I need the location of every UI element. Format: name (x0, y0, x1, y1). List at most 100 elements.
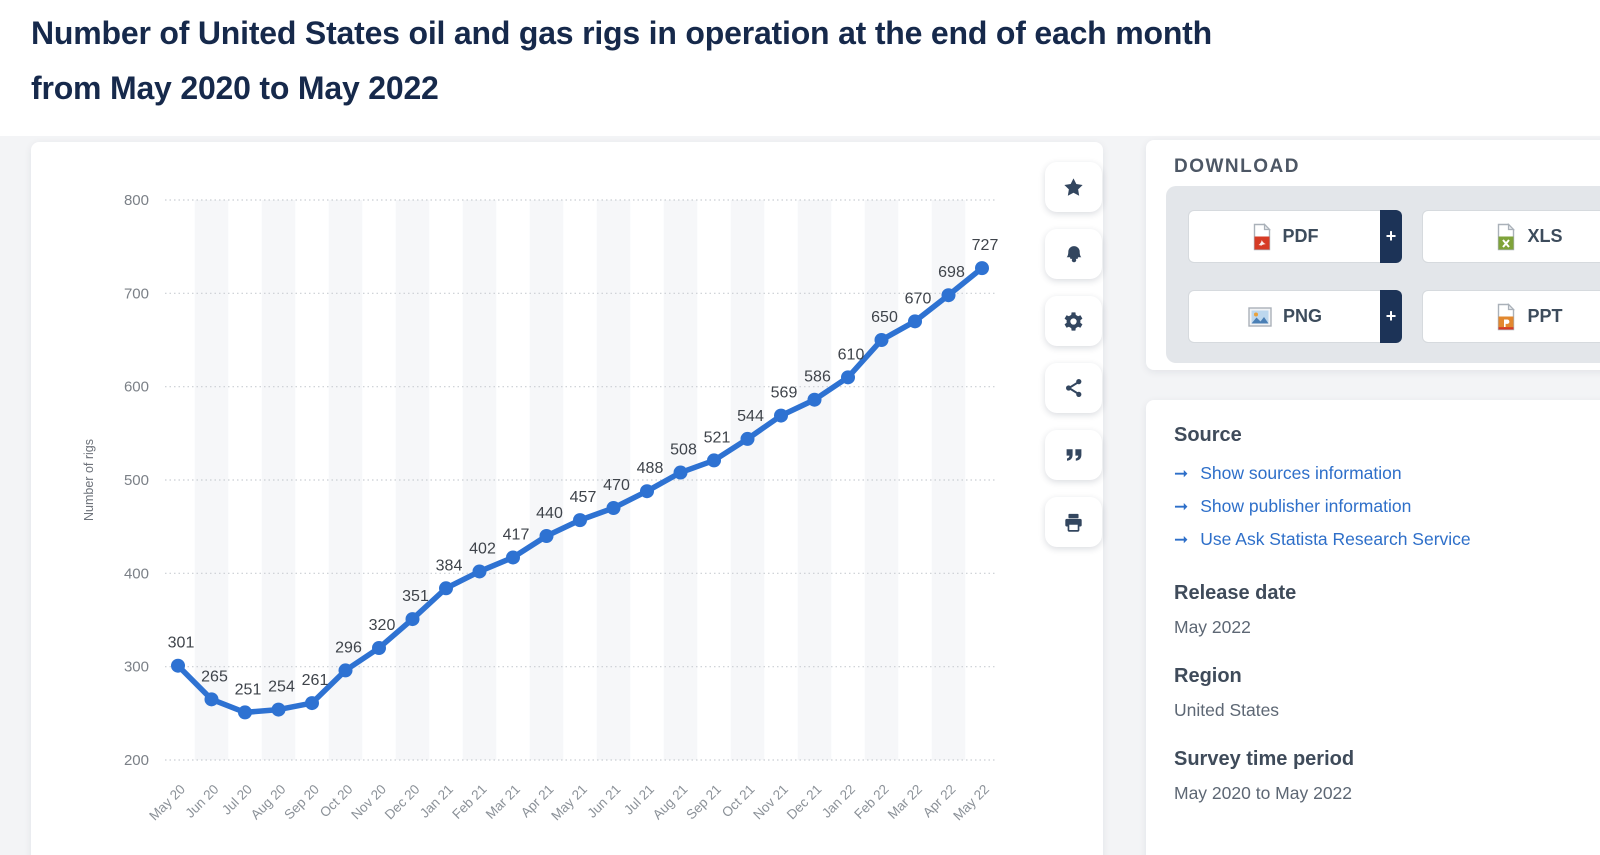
png-label: PNG (1282, 306, 1322, 326)
x-tick-label: May 20 (146, 782, 188, 824)
data-point-label: 470 (603, 477, 630, 494)
data-point-label: 650 (871, 309, 898, 326)
data-point (271, 702, 286, 717)
xls-download-button[interactable]: XLS (1422, 210, 1600, 263)
data-point-label: 301 (168, 635, 195, 652)
data-point (405, 612, 420, 627)
data-point (573, 513, 587, 528)
data-point-label: 402 (469, 540, 496, 557)
data-point-label: 457 (570, 489, 597, 506)
data-point (774, 408, 788, 423)
x-tick-label: Jan 22 (819, 782, 858, 821)
x-tick-label: Sep 20 (281, 782, 322, 823)
ask-statista-label: Use Ask Statista Research Service (1200, 529, 1471, 549)
data-point (372, 641, 386, 655)
cite-button[interactable] (1045, 430, 1102, 480)
data-point (539, 529, 554, 543)
rigs-line-chart: 200 300 400 500 600 700 800 Number of rigs 301 26… (82, 192, 999, 824)
data-point-label: 417 (503, 526, 530, 543)
page-title-line1: Number of United States oil and gas rigs… (31, 15, 1212, 51)
settings-button[interactable] (1045, 296, 1102, 346)
show-publisher-label: Show publisher information (1200, 496, 1412, 516)
pdf-download-button[interactable]: PDF (1188, 210, 1380, 263)
survey-period-value: May 2020 to May 2022 (1174, 783, 1353, 803)
xls-file-icon (1498, 222, 1516, 250)
download-xls: XLS (1422, 210, 1600, 263)
ppt-label: PPT (1527, 306, 1563, 326)
data-point-label: 320 (369, 617, 396, 634)
x-tick-label: Nov 21 (750, 782, 791, 823)
data-point-label: 351 (402, 588, 429, 605)
page-title-line2: from May 2020 to May 2022 (31, 70, 439, 106)
share-button[interactable] (1045, 363, 1102, 413)
favorite-button[interactable] (1045, 162, 1102, 212)
download-card: DOWNLOAD PDF + XLS PNG + (1146, 140, 1600, 370)
xls-label: XLS (1527, 226, 1563, 246)
print-button[interactable] (1045, 497, 1102, 547)
y-tick-label: 800 (124, 192, 149, 209)
region-heading: Region (1174, 665, 1242, 687)
x-tick-label: Nov 20 (348, 782, 389, 823)
notifications-button[interactable] (1045, 229, 1102, 279)
ask-statista-link[interactable]: ➞ Use Ask Statista Research Service (1174, 523, 1600, 556)
data-point (640, 484, 654, 499)
x-tick-label: Jun 21 (584, 782, 623, 821)
arrow-right-icon: ➞ (1174, 496, 1189, 516)
source-heading: Source (1174, 424, 1242, 446)
share-icon (1065, 379, 1081, 397)
survey-period-heading: Survey time period (1174, 748, 1355, 770)
data-point-label: 488 (637, 460, 664, 477)
data-point (439, 581, 453, 596)
x-tick-label: Dec 20 (382, 782, 423, 823)
data-point (975, 261, 989, 276)
plot-band (730, 200, 765, 760)
pdf-file-icon (1253, 222, 1271, 250)
source-card: Source ➞ Show sources information ➞ Show… (1146, 400, 1600, 855)
data-point-label: 521 (704, 429, 731, 446)
ppt-download-button[interactable]: PPT (1422, 290, 1600, 343)
data-point-label: 569 (771, 385, 798, 402)
data-point (204, 692, 219, 707)
y-tick-label: 200 (124, 752, 149, 769)
show-publisher-link[interactable]: ➞ Show publisher information (1174, 490, 1600, 523)
png-download-button[interactable]: PNG (1188, 290, 1380, 343)
data-point (941, 288, 956, 303)
data-point (472, 564, 487, 579)
pdf-plus-button[interactable]: + (1380, 210, 1402, 263)
data-point-label: 251 (235, 681, 262, 698)
pdf-label: PDF (1282, 226, 1319, 246)
data-point (908, 314, 922, 329)
page-title: Number of United States oil and gas rigs… (31, 6, 1591, 116)
arrow-right-icon: ➞ (1174, 463, 1189, 483)
show-sources-link[interactable]: ➞ Show sources information (1174, 457, 1600, 490)
star-icon (1064, 177, 1083, 196)
release-date-heading: Release date (1174, 582, 1297, 604)
y-tick-label: 700 (124, 285, 149, 302)
data-point (171, 658, 185, 673)
x-tick-label: May 21 (548, 782, 590, 824)
x-tick-label: Jan 21 (417, 782, 456, 821)
png-image-icon (1248, 306, 1272, 327)
data-point (506, 550, 520, 565)
chart-card: 200 300 400 500 600 700 800 Number of rigs 301 26… (31, 142, 1103, 855)
x-tick-label: Mar 22 (885, 782, 925, 822)
y-tick-label: 400 (124, 565, 149, 582)
download-heading: DOWNLOAD (1174, 156, 1300, 177)
download-png: PNG + (1188, 290, 1402, 343)
data-point (673, 465, 688, 480)
show-sources-label: Show sources information (1200, 463, 1402, 483)
data-point (841, 370, 855, 385)
x-tick-label: Jun 20 (182, 782, 221, 821)
data-point (874, 333, 889, 347)
data-point-label: 261 (302, 672, 329, 689)
chart-toolbar (1045, 142, 1103, 562)
data-point-label: 698 (938, 264, 965, 281)
gear-icon (1064, 311, 1083, 331)
data-point-label: 727 (972, 237, 999, 254)
y-tick-label: 500 (124, 472, 149, 489)
download-ppt: PPT (1422, 290, 1600, 343)
png-plus-button[interactable]: + (1380, 290, 1402, 343)
download-panel: PDF + XLS PNG + PPT (1166, 186, 1600, 363)
data-point (338, 663, 353, 678)
